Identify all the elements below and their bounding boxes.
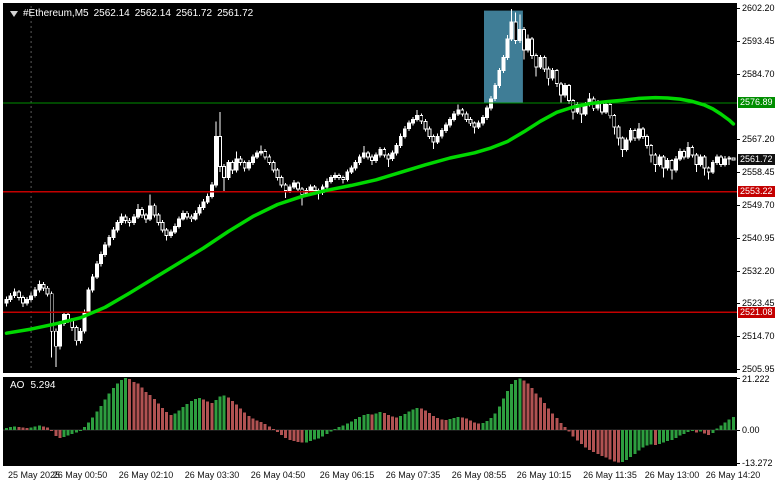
price-level-label: 2553.22	[738, 186, 775, 197]
price-axis-label: 2540.95	[742, 233, 775, 243]
time-axis[interactable]: 25 May 2025 26 May 00:50 26 May 02:10 26 Ma…	[0, 468, 781, 489]
indicator-name: AO	[10, 380, 25, 391]
price-axis-label: 2567.20	[742, 134, 775, 144]
price-axis-label: 2505.95	[742, 364, 775, 374]
time-axis-label: 26 May 03:30	[184, 470, 240, 480]
ao-histogram-canvas[interactable]	[3, 377, 737, 466]
axis-tick	[737, 8, 740, 9]
price-axis-label: 2532.20	[742, 266, 775, 276]
price-axis-label: 2549.70	[742, 200, 775, 210]
axis-tick	[737, 271, 740, 272]
time-axis-label: 26 May 07:35	[385, 470, 441, 480]
time-axis-label: 26 May 02:10	[118, 470, 174, 480]
horizontal-level-lines	[3, 102, 737, 313]
ao-axis-label: 21.222	[742, 374, 770, 384]
time-axis-label: 26 May 10:15	[516, 470, 572, 480]
main-chart-panel[interactable]: #Ethereum,M5 2562.14 2562.14 2561.72 256…	[3, 3, 737, 373]
time-axis-label: 26 May 00:50	[52, 470, 108, 480]
axis-tick	[737, 369, 740, 370]
candlesticks	[4, 8, 736, 367]
chart-symbol: #Ethereum,M5	[23, 8, 89, 19]
axis-tick	[737, 205, 740, 206]
axis-tick	[737, 303, 740, 304]
chart-marker-icon	[10, 10, 18, 17]
time-axis-label: 25 May 2025	[7, 470, 61, 480]
ao-histogram	[3, 378, 737, 463]
moving-average-line	[4, 95, 736, 335]
time-axis-label: 26 May 06:15	[319, 470, 375, 480]
axis-tick	[737, 238, 740, 239]
time-axis-label: 26 May 04:50	[250, 470, 306, 480]
ohlc-close: 2561.72	[217, 8, 254, 19]
price-axis[interactable]: 2602.20 2593.45 2584.70 2567.20 2558.45 2549.…	[737, 3, 781, 468]
time-axis-label: 26 May 08:55	[451, 470, 507, 480]
axis-tick	[737, 430, 740, 431]
axis-tick	[737, 378, 740, 379]
price-level-label: 2561.72	[738, 154, 775, 165]
axis-tick	[737, 172, 740, 173]
price-axis-label: 2523.45	[742, 298, 775, 308]
axis-tick	[737, 74, 740, 75]
price-axis-label: 2584.70	[742, 69, 775, 79]
ohlc-open: 2562.14	[93, 8, 130, 19]
price-axis-label: 2602.20	[742, 3, 775, 13]
ao-axis-label: 0.00	[742, 425, 760, 435]
indicator-panel[interactable]: AO 5.294	[3, 377, 737, 466]
price-axis-label: 2558.45	[742, 167, 775, 177]
ohlc-high: 2562.14	[134, 8, 171, 19]
price-chart-canvas[interactable]	[3, 3, 737, 373]
ao-axis-label: -13.272	[742, 458, 773, 468]
time-axis-label: 26 May 11:35	[583, 470, 637, 480]
price-level-label: 2576.89	[738, 97, 775, 108]
indicator-label: AO 5.294	[10, 380, 55, 391]
price-level-label: 2521.08	[738, 307, 775, 318]
time-axis-label: 26 May 13:00	[644, 470, 700, 480]
indicator-value: 5.294	[30, 380, 56, 391]
ohlc-low: 2561.72	[175, 8, 213, 19]
axis-tick	[737, 463, 740, 464]
chart-title: #Ethereum,M5 2562.14 2562.14 2561.72 256…	[10, 8, 258, 19]
time-axis-label: 26 May 14:20	[705, 470, 761, 480]
axis-tick	[737, 139, 740, 140]
price-axis-label: 2593.45	[742, 36, 775, 46]
axis-tick	[737, 41, 740, 42]
axis-tick	[737, 336, 740, 337]
price-axis-label: 2514.70	[742, 331, 775, 341]
